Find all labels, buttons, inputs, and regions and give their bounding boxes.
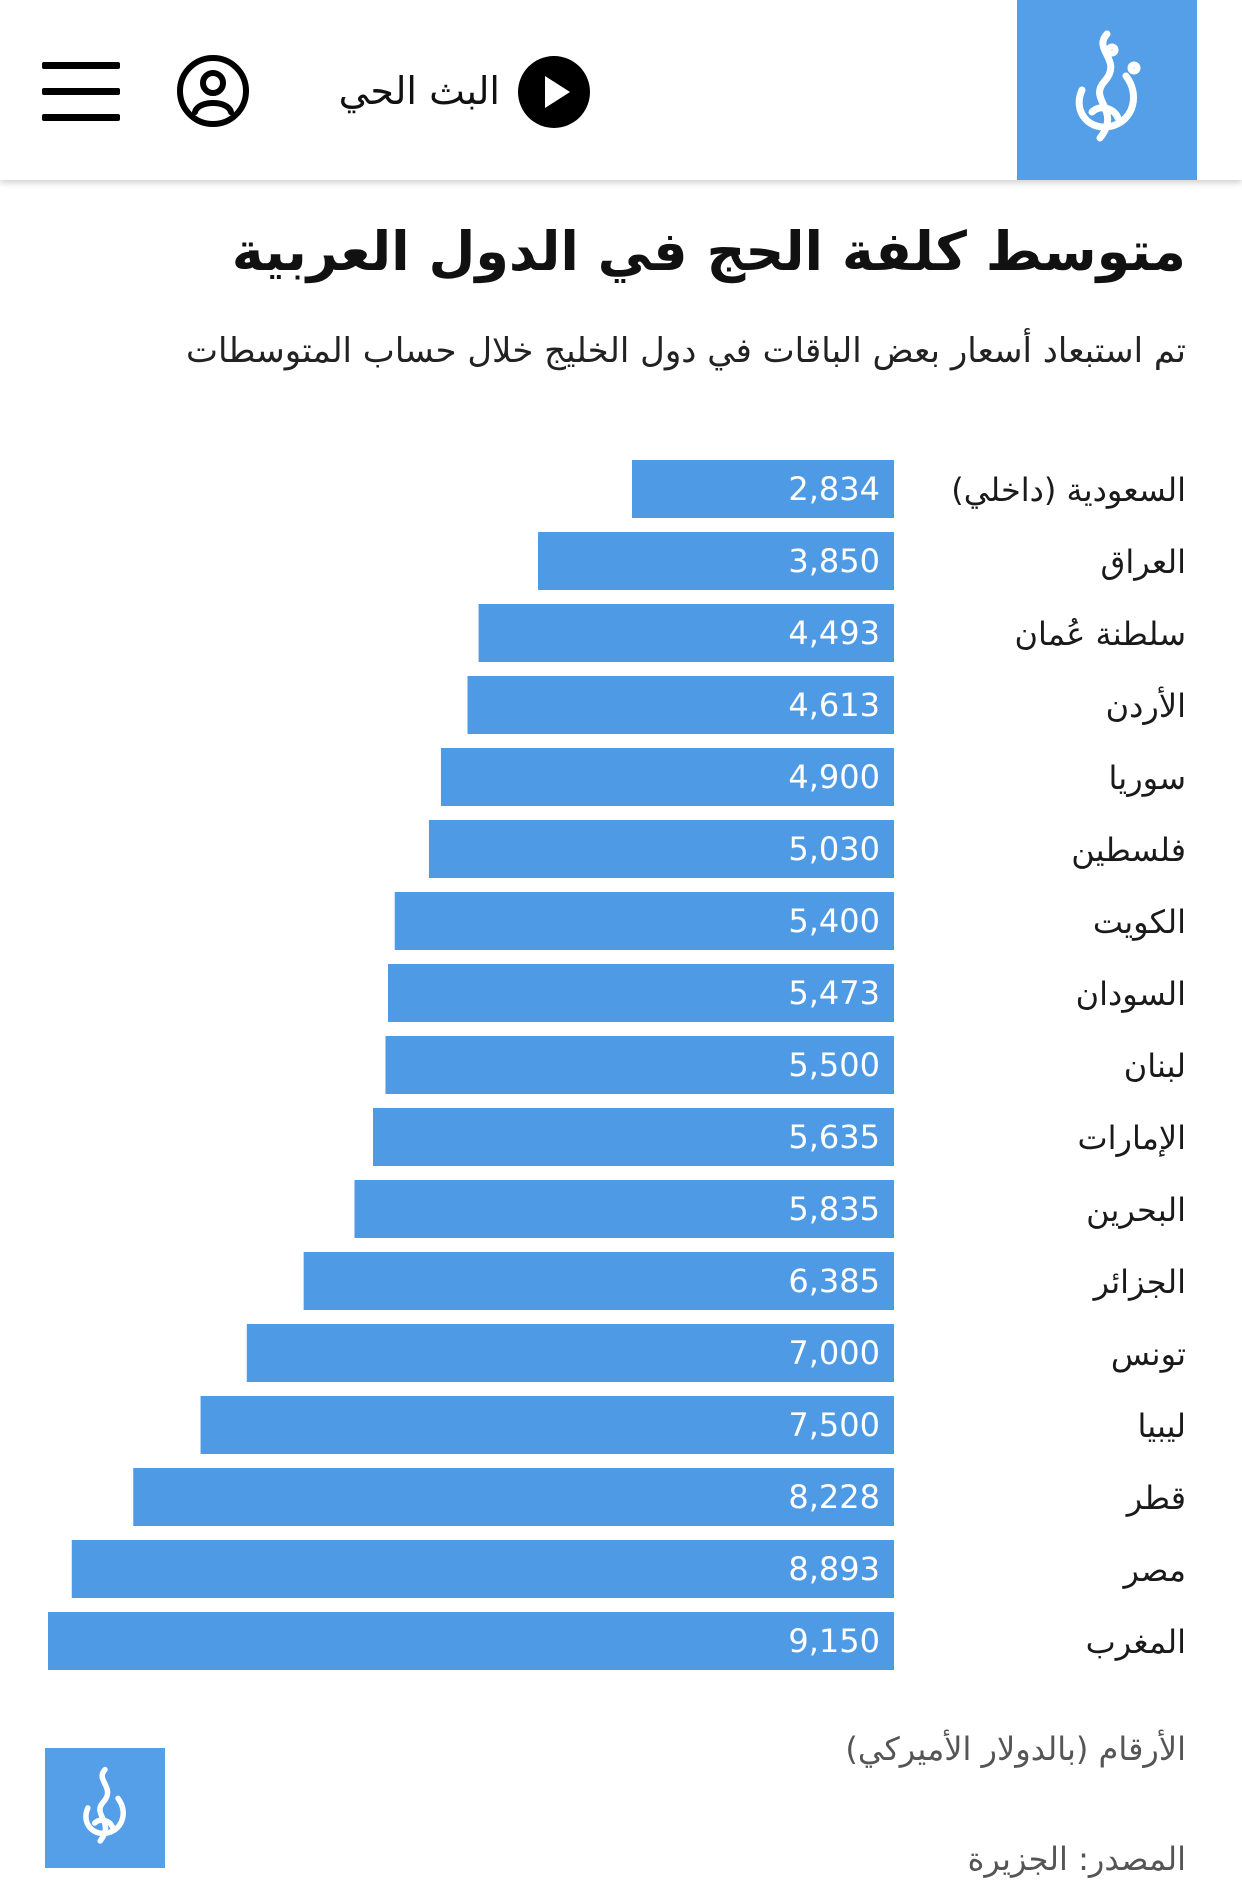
bar-4 (440, 748, 894, 806)
live-stream-button[interactable]: البث الحي (300, 54, 590, 128)
bar-5 (428, 820, 894, 878)
bar-value-label: 7,500 (788, 1406, 880, 1444)
bar-value-label: 9,150 (788, 1622, 880, 1660)
bar-value-label: 2,834 (788, 470, 880, 508)
category-label: المغرب (1086, 1623, 1186, 1661)
bar-value-label: 5,400 (788, 902, 880, 940)
bar-value-label: 8,228 (788, 1478, 880, 1516)
hamburger-menu-icon[interactable] (42, 60, 120, 122)
bar-value-label: 5,500 (788, 1046, 880, 1084)
source-note: المصدر: الجزيرة (967, 1840, 1186, 1878)
category-label: الكويت (1093, 903, 1186, 941)
bar-value-label: 6,385 (788, 1262, 880, 1300)
category-label: سلطنة عُمان (1015, 615, 1186, 653)
bar-chart: 2,834 السعودية (داخلي) 3,850 العراق 4,493 سلط… (48, 460, 1187, 1670)
bar-value-label: 4,493 (788, 614, 880, 652)
user-profile-icon[interactable] (176, 54, 250, 128)
aljazeera-logo-icon (83, 1766, 126, 1844)
bar-2 (478, 604, 894, 662)
bar-13 (200, 1396, 894, 1454)
category-label: فلسطين (1071, 831, 1186, 869)
category-label: العراق (1101, 543, 1186, 581)
category-label: الإمارات (1078, 1119, 1187, 1157)
bar-0 (631, 460, 894, 518)
category-label: مصر (1121, 1551, 1186, 1589)
live-stream-label: البث الحي (338, 69, 500, 113)
category-label: الأردن (1106, 686, 1186, 725)
page-title: متوسط كلفة الحج في الدول العربية (231, 220, 1186, 283)
category-label: ليبيا (1138, 1407, 1186, 1445)
bar-9 (372, 1108, 895, 1166)
category-label: الجزائر (1092, 1263, 1186, 1301)
bar-14 (133, 1468, 895, 1526)
aljazeera-logo[interactable] (1017, 0, 1197, 180)
site-header: البث الحي (0, 0, 1242, 180)
category-label: قطر (1125, 1479, 1186, 1517)
bar-value-label: 8,893 (788, 1550, 880, 1588)
bar-3 (467, 676, 894, 734)
category-label: السعودية (داخلي) (951, 471, 1186, 509)
bar-value-label: 5,473 (788, 974, 880, 1012)
bar-value-label: 5,635 (788, 1118, 880, 1156)
aljazeera-logo-icon (1075, 30, 1141, 142)
category-label: تونس (1111, 1335, 1186, 1373)
bar-15 (71, 1540, 895, 1598)
bar-12 (246, 1324, 895, 1382)
bar-16 (48, 1612, 894, 1670)
bar-value-label: 3,850 (788, 542, 880, 580)
category-label: سوريا (1109, 759, 1186, 797)
bar-value-label: 4,900 (788, 758, 880, 796)
category-label: لبنان (1124, 1047, 1186, 1085)
units-note: الأرقام (بالدولار الأميركي) (845, 1730, 1186, 1768)
play-icon (518, 56, 590, 128)
bar-value-label: 5,030 (788, 830, 880, 868)
bar-value-label: 7,000 (788, 1334, 880, 1372)
page-subtitle: تم استبعاد أسعار بعض الباقات في دول الخل… (185, 331, 1186, 371)
bar-1 (538, 532, 894, 590)
footer-aljazeera-logo (45, 1748, 165, 1868)
bar-6 (394, 892, 894, 950)
bar-8 (385, 1036, 894, 1094)
bar-10 (354, 1180, 894, 1238)
category-label: السودان (1076, 975, 1186, 1013)
bar-7 (387, 964, 894, 1022)
bar-11 (303, 1252, 894, 1310)
category-label: البحرين (1086, 1191, 1186, 1229)
bar-value-label: 4,613 (788, 686, 880, 724)
bar-value-label: 5,835 (788, 1190, 880, 1228)
